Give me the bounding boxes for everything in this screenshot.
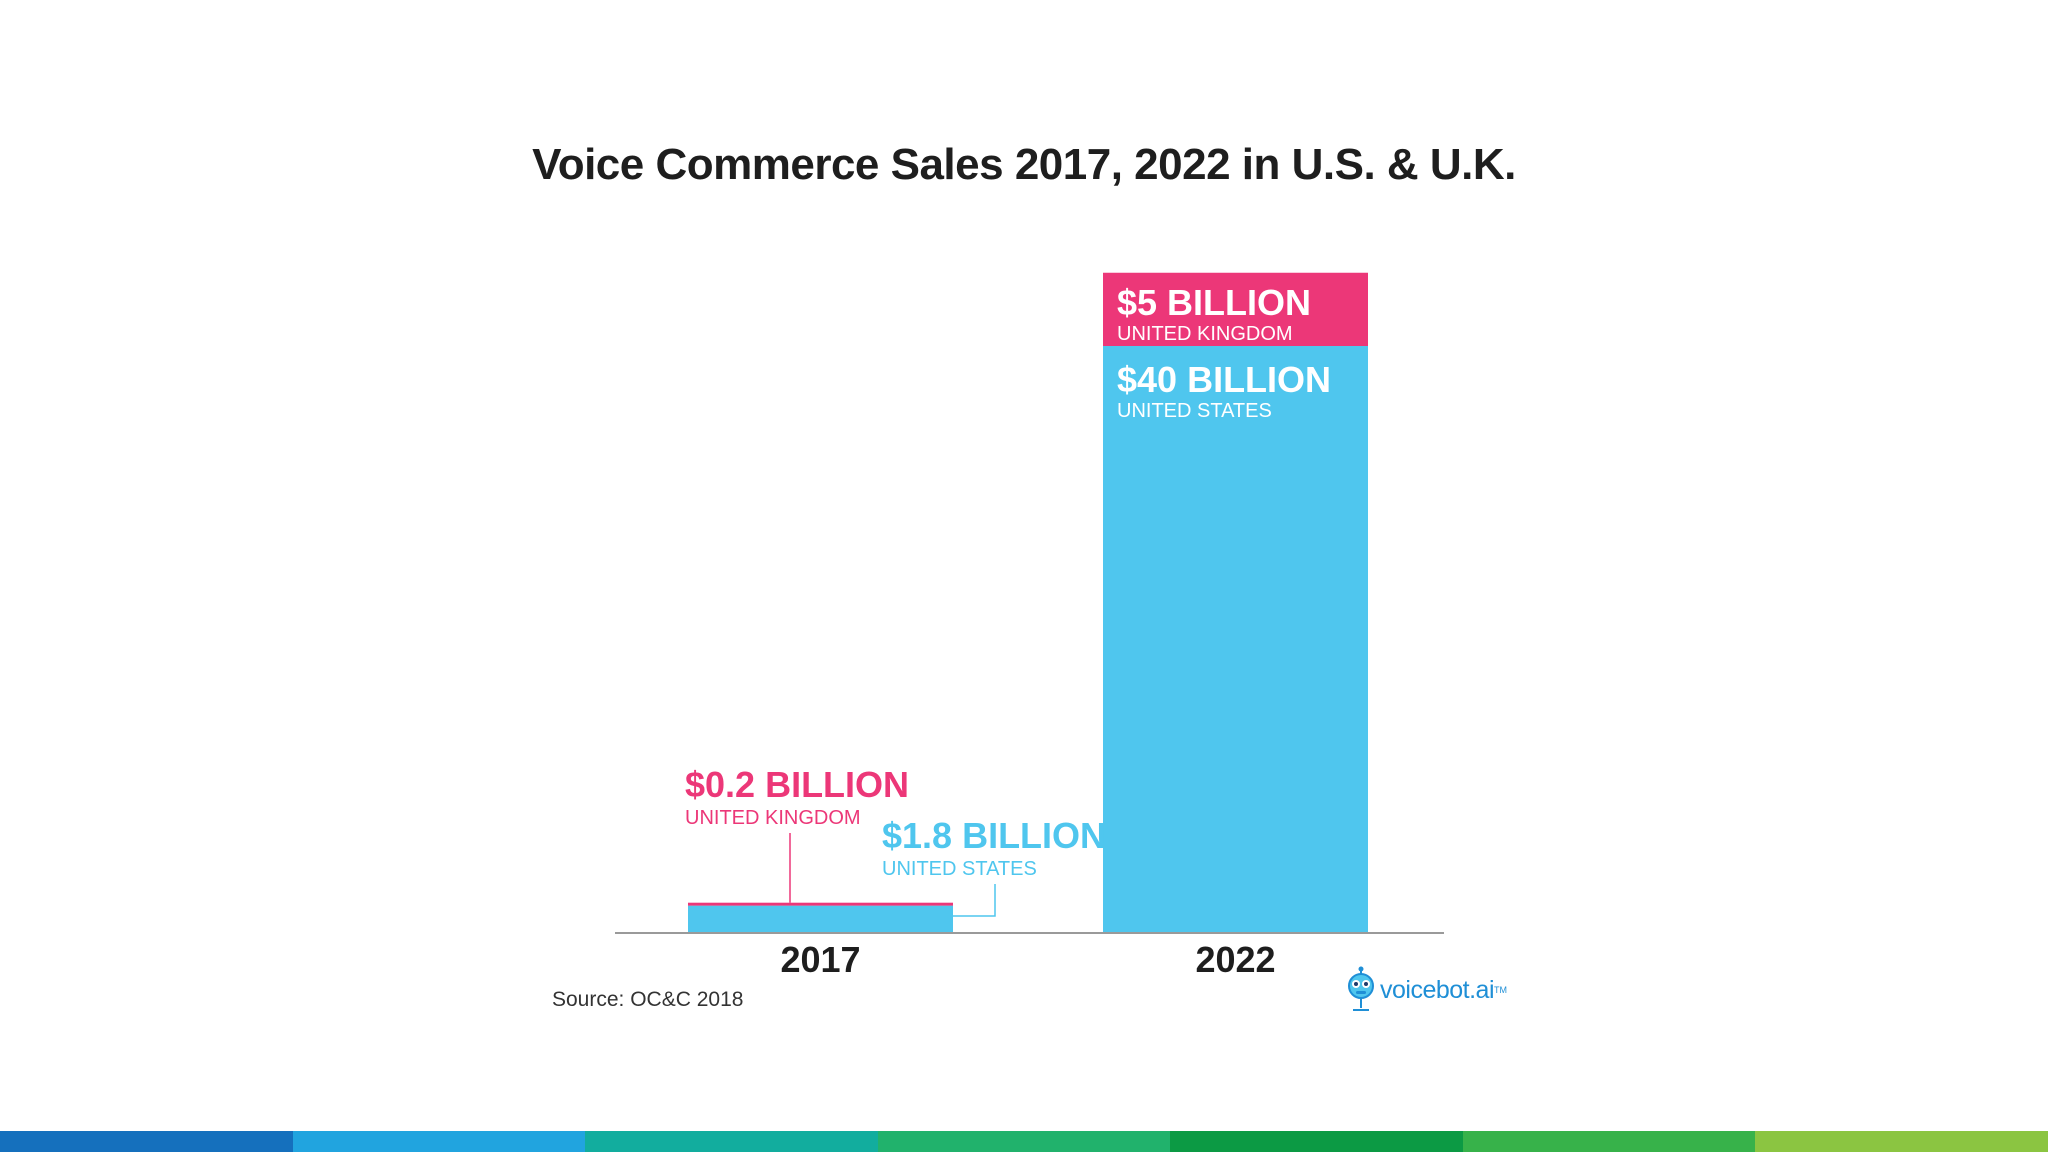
stripe-segment <box>1170 1131 1463 1152</box>
logo-wordmark: voicebot.ai <box>1380 975 1495 1004</box>
series-label-uk-2017: UNITED KINGDOM <box>685 807 861 829</box>
chart-title: Voice Commerce Sales 2017, 2022 in U.S. … <box>532 140 1516 189</box>
data-label-uk-2022: $5 BILLION <box>1117 282 1311 323</box>
stripe-segment <box>1755 1131 2048 1152</box>
logo-trademark: TM <box>1494 985 1508 995</box>
bar-uk-2022 <box>1103 272 1368 346</box>
data-label-us-2022: $40 BILLION <box>1117 359 1331 400</box>
stripe-segment <box>585 1131 878 1152</box>
data-label-us-2017: $1.8 BILLION <box>882 815 1106 856</box>
stripe-segment <box>292 1131 586 1152</box>
series-label-us-2017: UNITED STATES <box>882 858 1037 880</box>
robot-mascot-icon <box>1348 966 1374 1011</box>
callout-line-us-2017 <box>953 884 996 917</box>
stripe-segment <box>877 1131 1171 1152</box>
bar-us-2017 <box>688 905 953 932</box>
footer-color-stripe <box>0 1131 2048 1152</box>
bar-us-2022 <box>1103 346 1368 932</box>
data-label-uk-2017: $0.2 BILLION <box>685 764 909 805</box>
series-label-us-2022: UNITED STATES <box>1117 400 1272 422</box>
stripe-segment <box>0 1131 293 1152</box>
bar-uk-2017 <box>688 902 953 906</box>
voicebot-logo: voicebot.ai TM <box>1346 966 1507 1014</box>
x-tick-label-2022: 2022 <box>1195 939 1275 980</box>
stripe-segment <box>1462 1131 1756 1152</box>
source-note: Source: OC&C 2018 <box>552 988 744 1011</box>
series-label-uk-2022: UNITED KINGDOM <box>1117 323 1293 345</box>
x-tick-label-2017: 2017 <box>780 939 860 980</box>
